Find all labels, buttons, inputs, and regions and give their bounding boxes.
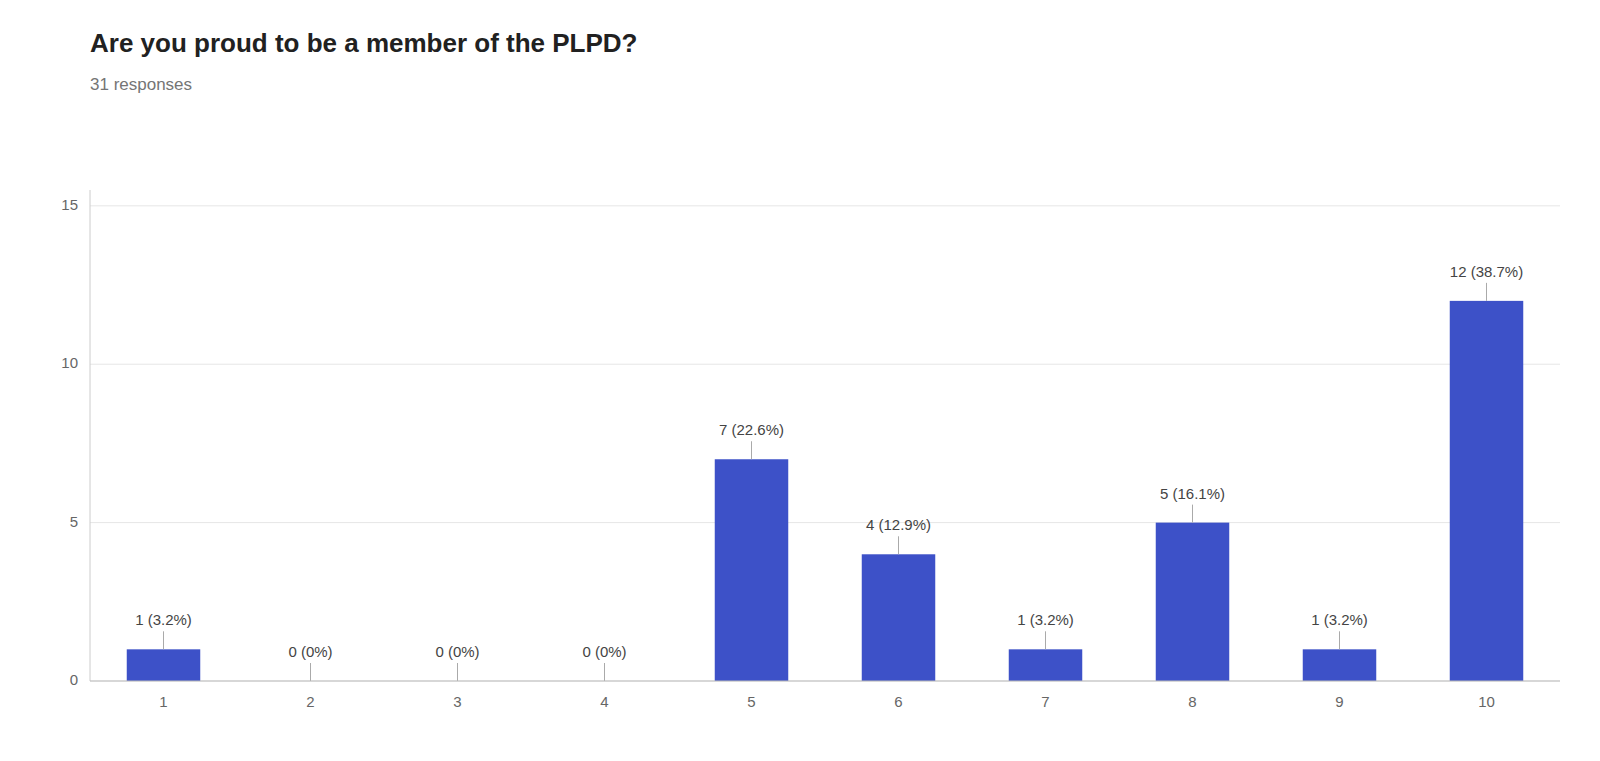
connector [163, 631, 164, 649]
chart-container: Are you proud to be a member of the PLPD… [0, 0, 1600, 761]
bars [127, 301, 1524, 681]
grid-line [90, 681, 1560, 682]
bar [1009, 649, 1083, 681]
y-axis: 0 5 10 15 [61, 196, 1560, 688]
x-tick-label: 2 [306, 693, 314, 710]
grid-line [90, 205, 1560, 206]
x-tick-label: 10 [1478, 693, 1495, 710]
x-tick-label: 4 [600, 693, 608, 710]
bar [1450, 301, 1524, 681]
data-label: 0 (0%) [435, 643, 479, 660]
x-tick-label: 3 [453, 693, 461, 710]
connector [1045, 631, 1046, 649]
connector [1192, 505, 1193, 523]
x-tick-label: 5 [747, 693, 755, 710]
x-tick-label: 7 [1041, 693, 1049, 710]
title: Are you proud to be a member of the PLPD… [90, 28, 638, 58]
data-label: 1 (3.2%) [1017, 611, 1074, 628]
bar [862, 554, 936, 681]
connector [898, 536, 899, 554]
grid-line [90, 364, 1560, 365]
grid-line [90, 522, 1560, 523]
connector [1339, 631, 1340, 649]
connector [310, 663, 311, 681]
connectors [164, 283, 1487, 681]
connector [1486, 283, 1487, 301]
x-tick-label: 9 [1335, 693, 1343, 710]
data-label: 4 (12.9%) [866, 516, 931, 533]
data-label: 12 (38.7%) [1450, 263, 1523, 280]
data-label: 7 (22.6%) [719, 421, 784, 438]
y-tick-label: 0 [70, 671, 78, 688]
x-tick-label: 1 [159, 693, 167, 710]
y-tick-label: 15 [61, 196, 78, 213]
connector [604, 663, 605, 681]
data-labels: 1 (3.2%) 0 (0%) 0 (0%) 0 (0%) 7 (22.6%) 4 (12… [135, 263, 1523, 660]
subtitle: 31 responses [90, 75, 192, 94]
chart-svg: Are you proud to be a member of the PLPD… [0, 0, 1600, 761]
bar [1303, 649, 1377, 681]
bar [715, 459, 789, 681]
data-label: 1 (3.2%) [135, 611, 192, 628]
data-label: 1 (3.2%) [1311, 611, 1368, 628]
connector [457, 663, 458, 681]
y-tick-label: 5 [70, 513, 78, 530]
bar [127, 649, 201, 681]
background [0, 0, 1600, 761]
connector [751, 441, 752, 459]
y-tick-label: 10 [61, 354, 78, 371]
data-label: 0 (0%) [582, 643, 626, 660]
data-label: 0 (0%) [288, 643, 332, 660]
x-axis-line [90, 681, 1560, 682]
bar [1156, 523, 1230, 681]
data-label: 5 (16.1%) [1160, 485, 1225, 502]
x-tick-label: 6 [894, 693, 902, 710]
x-axis: 1 2 3 4 5 6 7 8 9 10 [159, 693, 1495, 710]
y-axis-line [90, 190, 91, 681]
x-tick-label: 8 [1188, 693, 1196, 710]
